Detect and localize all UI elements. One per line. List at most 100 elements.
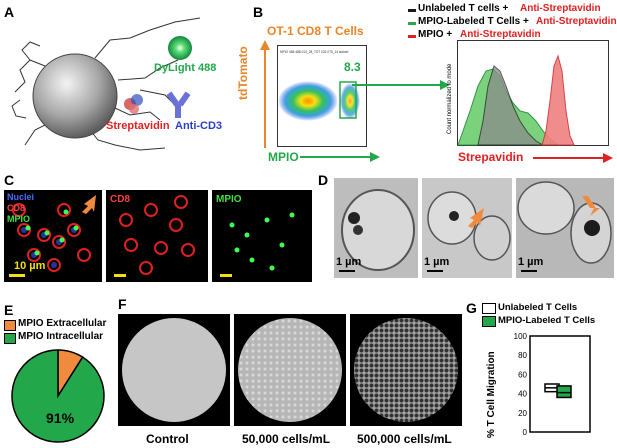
- dylight-dot: [168, 36, 192, 60]
- flow-plot-header: MPIO 488 488-013_28_TDT 032-075_14 subse…: [280, 50, 349, 54]
- filter-disc-500k: [354, 318, 458, 422]
- y-tick-label-4: 80: [518, 351, 527, 360]
- legend-swatch-0: [408, 9, 416, 12]
- filter-image-50k: [234, 314, 346, 426]
- y-tick-label-0: 0: [523, 428, 528, 437]
- tem-image-3: 1 µm: [516, 178, 614, 278]
- channel-mpio: MPIO: [7, 214, 31, 224]
- flow-x-axis-label: MPIO: [268, 150, 299, 164]
- caption-control: Control: [146, 432, 189, 446]
- cd8-scale-bar: [114, 274, 126, 277]
- histogram-x-arrow: [533, 153, 613, 163]
- legend-swatch-2: [408, 35, 416, 38]
- filter-disc-50k: [238, 318, 342, 422]
- flow-title: OT-1 CD8 T Cells: [267, 24, 364, 38]
- panel-label-c: C: [4, 172, 15, 188]
- cd8-micrograph: CD8: [106, 190, 208, 282]
- pie-legend-swatch-0: [4, 320, 16, 331]
- box-legend-swatch-1: [482, 316, 496, 327]
- gate-percentage: 8.3: [344, 60, 361, 74]
- anti-cd3-label: Anti-CD3: [175, 120, 223, 132]
- tem-scale-label-1: 1 µm: [336, 256, 362, 268]
- legend-swatch-1: [408, 22, 416, 25]
- channel-nuclei: Nuclei: [7, 192, 35, 202]
- flow-y-axis-label: tdTomato: [236, 46, 250, 100]
- flow-y-axis-arrow: [260, 40, 270, 148]
- box-legend-label-0: Unlabeled T Cells: [498, 302, 578, 313]
- mpio-scale-bar: [220, 274, 232, 277]
- tem-cell-2: [427, 191, 511, 272]
- tem-arrow-2: [468, 208, 484, 228]
- cd8-channel-label: CD8: [110, 194, 131, 205]
- caption-500k: 500,000 cells/mL: [357, 432, 452, 446]
- tem-arrow-3: [582, 196, 600, 216]
- streptavidin-label: Streptavidin: [106, 120, 170, 132]
- pie-legend-label-0: MPIO Extracellular: [18, 318, 107, 329]
- flow-x-axis-arrow: [300, 152, 380, 162]
- mpio-channel-label: MPIO: [216, 194, 242, 205]
- y-tick-label-5: 100: [514, 332, 528, 341]
- tem-image-2: 1 µm: [422, 178, 512, 278]
- histogram-curves: [457, 54, 575, 146]
- box-legend-swatch-0: [482, 303, 496, 314]
- gate-to-histogram-arrow: [352, 80, 450, 90]
- mpio-beads: [220, 212, 295, 277]
- merged-cells: [9, 195, 96, 277]
- box-y-label: % T Cell Migration: [486, 351, 497, 438]
- tem-cell-3: [517, 181, 612, 272]
- mpio-bead: [32, 53, 118, 139]
- flow-scatter-plot: MPIO 488 488-013_28_TDT 032-075_14 subse…: [277, 45, 367, 147]
- tem-scale-label-3: 1 µm: [518, 256, 544, 268]
- legend-suffix-0: Anti-Streptavidin: [520, 3, 601, 14]
- panel-label-e: E: [4, 302, 14, 318]
- histogram-plot: [457, 40, 609, 146]
- legend-prefix-1: MPIO-Labeled T Cells +: [418, 16, 529, 27]
- legend-prefix-2: MPIO +: [418, 29, 453, 40]
- panel-label-a: A: [4, 4, 15, 20]
- scale-label: 10 µm: [14, 260, 46, 272]
- scale-bar: [9, 274, 25, 277]
- box-plot: 0 20 40 60 80 100: [514, 332, 591, 437]
- filter-image-500k: [350, 314, 462, 426]
- tem-scale-bar-3: [521, 270, 537, 272]
- histogram-x-label: Strepavidin: [458, 150, 524, 164]
- pie-slice-1: [11, 349, 105, 443]
- tem-image-1: 1 µm: [334, 178, 418, 278]
- caption-50k: 50,000 cells/mL: [242, 432, 331, 446]
- cd8-cells: [114, 195, 195, 277]
- pie-legend-label-1: MPIO Intracellular: [18, 331, 104, 342]
- box-1: [556, 385, 572, 399]
- legend-suffix-2: Anti-Streptavidin: [460, 29, 541, 40]
- panel-label-d: D: [318, 172, 329, 188]
- box-legend-label-1: MPIO-Labeled T Cells: [498, 315, 596, 326]
- channel-cd8: CD8: [7, 203, 26, 213]
- histogram-gray: [477, 65, 545, 146]
- histogram-y-label: Count normalized to mode: [447, 63, 453, 134]
- flow-scatter-density: [278, 81, 360, 121]
- panel-label-g: G: [466, 300, 477, 316]
- mpio-micrograph: MPIO: [212, 190, 312, 282]
- anti-cd3-antibody-glyph: [166, 91, 191, 118]
- arrow-marker: [82, 195, 96, 214]
- tem-scale-label-2: 1 µm: [424, 256, 450, 268]
- panel-label-f: F: [118, 296, 127, 312]
- legend-suffix-1: Anti-Streptavidin: [536, 16, 617, 27]
- box-plot-frame: [529, 335, 591, 433]
- streptavidin-glyph: [124, 94, 143, 114]
- merged-micrograph: Nuclei CD8 MPIO 10 µm: [4, 190, 102, 282]
- filter-image-control: [118, 314, 230, 426]
- y-tick-label-3: 60: [518, 370, 527, 379]
- pie-chart: [11, 349, 105, 443]
- panel-label-b: B: [253, 4, 264, 20]
- tem-scale-bar-1: [339, 270, 355, 272]
- legend-prefix-0: Unlabeled T cells +: [418, 3, 509, 14]
- filter-disc-control: [122, 318, 226, 422]
- pie-percent-label: 91%: [46, 410, 75, 426]
- dylight-label: DyLight 488: [154, 62, 217, 74]
- tem-scale-bar-2: [427, 270, 443, 272]
- y-tick-label-2: 40: [518, 390, 527, 399]
- pie-legend-swatch-1: [4, 333, 16, 344]
- mpio-gate: [339, 81, 357, 119]
- mpio-conjugate-diagram: [11, 17, 201, 151]
- y-tick-label-1: 20: [518, 409, 527, 418]
